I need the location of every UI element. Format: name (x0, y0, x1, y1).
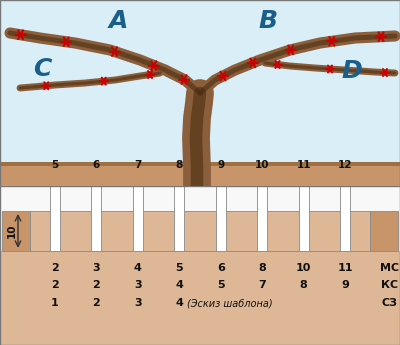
Text: 9: 9 (217, 160, 224, 170)
Text: 10: 10 (296, 263, 311, 273)
Bar (298, 176, 308, 251)
Text: 7: 7 (258, 280, 266, 290)
Text: 5: 5 (217, 280, 224, 290)
Bar (370, 211, 398, 251)
Text: 9: 9 (341, 280, 349, 290)
Text: C: C (33, 57, 51, 81)
Bar (92, 176, 102, 251)
Text: 8: 8 (300, 280, 308, 290)
Text: 7: 7 (134, 160, 142, 170)
Bar (257, 176, 267, 251)
Text: 5: 5 (51, 160, 59, 170)
Text: СЗ: СЗ (382, 298, 398, 308)
Text: МС: МС (380, 263, 400, 273)
Text: 4: 4 (175, 280, 183, 290)
Text: 2: 2 (51, 263, 59, 273)
Text: 8: 8 (176, 160, 183, 170)
Text: 2: 2 (92, 280, 100, 290)
Text: 5: 5 (176, 263, 183, 273)
Text: 10: 10 (255, 160, 269, 170)
Text: 6: 6 (93, 160, 100, 170)
Bar (0, 162, 400, 188)
Text: (Эскиз шаблона): (Эскиз шаблона) (187, 298, 273, 308)
Bar (0, 251, 400, 345)
Text: B: B (258, 9, 278, 33)
Bar (30, 211, 370, 251)
Text: 8: 8 (258, 263, 266, 273)
Text: 3: 3 (134, 280, 142, 290)
Text: 2: 2 (92, 298, 100, 308)
Bar (216, 176, 226, 251)
Text: 2: 2 (51, 280, 59, 290)
Bar (174, 176, 184, 251)
Bar (50, 176, 60, 251)
Text: КС: КС (382, 280, 398, 290)
Text: 3: 3 (134, 298, 142, 308)
Text: D: D (342, 59, 362, 83)
Bar (340, 176, 350, 251)
Text: 4: 4 (175, 298, 183, 308)
Bar (133, 176, 143, 251)
Text: 11: 11 (337, 263, 353, 273)
Bar (0, 162, 400, 166)
Text: 1: 1 (51, 298, 59, 308)
Text: 10: 10 (7, 224, 17, 238)
Text: 6: 6 (217, 263, 225, 273)
Bar (2, 211, 30, 251)
Text: 12: 12 (338, 160, 352, 170)
Text: 3: 3 (93, 263, 100, 273)
Text: A: A (108, 9, 128, 33)
Text: 4: 4 (134, 263, 142, 273)
Text: 11: 11 (296, 160, 311, 170)
